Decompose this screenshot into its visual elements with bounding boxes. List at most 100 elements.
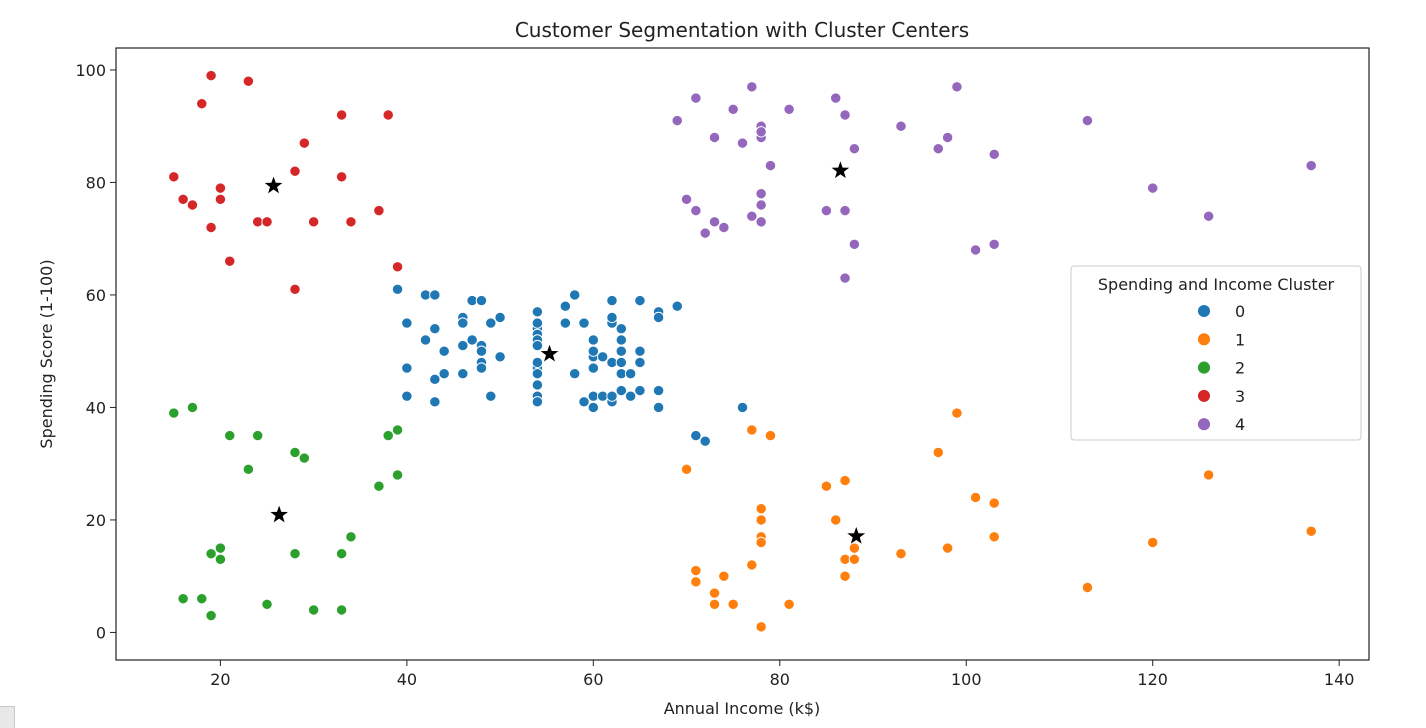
data-point-cluster-2 [391, 469, 404, 481]
data-point-cluster-3 [289, 165, 301, 177]
corner-tab[interactable] [0, 706, 15, 728]
data-point-cluster-0 [401, 317, 413, 329]
legend-label: 2 [1235, 359, 1245, 378]
data-point-cluster-2 [307, 604, 320, 616]
data-point-cluster-0 [615, 334, 627, 346]
data-point-cluster-4 [839, 204, 851, 217]
cluster-center-marker [829, 158, 852, 181]
x-tick-label: 120 [1137, 670, 1168, 689]
data-point-cluster-0 [597, 351, 609, 363]
x-axis-label: Annual Income (k$) [664, 699, 821, 718]
data-point-cluster-4 [839, 109, 851, 121]
data-point-cluster-4 [736, 137, 749, 149]
legend-marker [1197, 332, 1211, 347]
data-point-cluster-0 [652, 401, 665, 414]
data-point-cluster-1 [755, 503, 767, 515]
data-point-cluster-3 [335, 171, 348, 183]
data-point-cluster-4 [755, 216, 767, 228]
data-point-cluster-4 [708, 131, 721, 144]
data-point-cluster-3 [298, 137, 310, 149]
data-point-cluster-1 [932, 446, 944, 459]
data-point-cluster-1 [783, 598, 795, 610]
data-point-cluster-0 [699, 435, 711, 447]
data-point-cluster-0 [494, 311, 506, 324]
legend-marker [1197, 417, 1211, 432]
data-point-cluster-0 [494, 351, 506, 363]
data-point-cluster-4 [671, 114, 683, 127]
data-point-cluster-0 [429, 289, 441, 301]
data-point-cluster-1 [690, 564, 702, 577]
legend-marker [1197, 360, 1211, 375]
data-point-cluster-0 [559, 317, 572, 329]
data-point-cluster-2 [391, 424, 404, 436]
data-point-cluster-4 [755, 188, 767, 200]
data-point-cluster-1 [951, 407, 963, 419]
cluster-center-marker [845, 524, 868, 546]
data-point-cluster-4 [783, 103, 795, 115]
data-point-cluster-0 [606, 311, 618, 324]
legend-label: 4 [1235, 415, 1245, 434]
y-tick-label: 100 [75, 61, 106, 80]
data-point-cluster-1 [839, 553, 851, 565]
cluster-center-marker [262, 174, 285, 196]
data-point-cluster-4 [1202, 210, 1215, 222]
data-point-cluster-3 [261, 216, 273, 228]
data-point-cluster-4 [951, 81, 963, 93]
data-point-cluster-0 [578, 396, 590, 408]
data-point-cluster-0 [401, 362, 413, 374]
data-point-cluster-0 [634, 356, 646, 369]
legend-marker [1197, 304, 1211, 318]
data-point-cluster-0 [671, 300, 683, 312]
data-point-cluster-2 [214, 542, 227, 554]
data-point-cluster-2 [196, 593, 208, 605]
data-point-cluster-0 [634, 384, 646, 397]
data-point-cluster-4 [1305, 159, 1317, 172]
data-point-cluster-4 [718, 221, 730, 234]
data-point-cluster-0 [624, 368, 637, 380]
data-point-cluster-0 [615, 368, 627, 380]
data-point-cluster-2 [252, 429, 264, 442]
data-point-cluster-0 [606, 390, 618, 402]
data-point-cluster-3 [382, 109, 394, 121]
data-point-cluster-4 [746, 81, 758, 93]
data-point-cluster-4 [1081, 114, 1094, 127]
data-point-cluster-1 [941, 542, 954, 554]
data-point-cluster-4 [680, 193, 693, 205]
data-point-cluster-0 [429, 396, 441, 408]
data-point-cluster-4 [988, 238, 1000, 250]
data-point-cluster-4 [1147, 182, 1159, 194]
data-point-cluster-0 [457, 368, 469, 380]
data-point-cluster-0 [531, 317, 544, 329]
data-point-cluster-3 [186, 199, 199, 211]
x-tick-label: 40 [397, 670, 417, 689]
x-tick-label: 60 [583, 670, 603, 689]
data-point-cluster-0 [587, 334, 599, 346]
data-point-cluster-3 [224, 255, 236, 267]
data-point-cluster-0 [457, 339, 469, 352]
data-point-cluster-3 [214, 193, 227, 205]
data-point-cluster-0 [531, 339, 544, 352]
data-point-cluster-3 [391, 261, 404, 273]
data-point-cluster-4 [764, 159, 777, 172]
data-point-cluster-0 [531, 368, 544, 380]
data-point-cluster-1 [718, 570, 730, 582]
y-tick-label: 80 [86, 173, 106, 192]
x-tick-label: 140 [1324, 670, 1355, 689]
data-point-cluster-2 [289, 446, 301, 459]
data-point-cluster-2 [335, 604, 348, 616]
data-point-cluster-0 [569, 368, 581, 380]
y-tick-label: 40 [86, 398, 106, 417]
data-point-cluster-3 [252, 216, 264, 228]
data-point-cluster-3 [205, 69, 217, 82]
y-tick-label: 20 [86, 511, 106, 530]
data-point-cluster-4 [895, 120, 907, 132]
data-point-cluster-3 [205, 221, 217, 234]
legend-entries: 0 1 2 3 4 [1197, 302, 1245, 434]
data-point-cluster-4 [727, 103, 739, 115]
data-point-cluster-1 [839, 570, 851, 582]
data-point-cluster-0 [531, 306, 544, 318]
data-point-cluster-0 [438, 345, 450, 357]
data-point-cluster-0 [466, 294, 478, 307]
data-point-cluster-0 [569, 289, 581, 301]
